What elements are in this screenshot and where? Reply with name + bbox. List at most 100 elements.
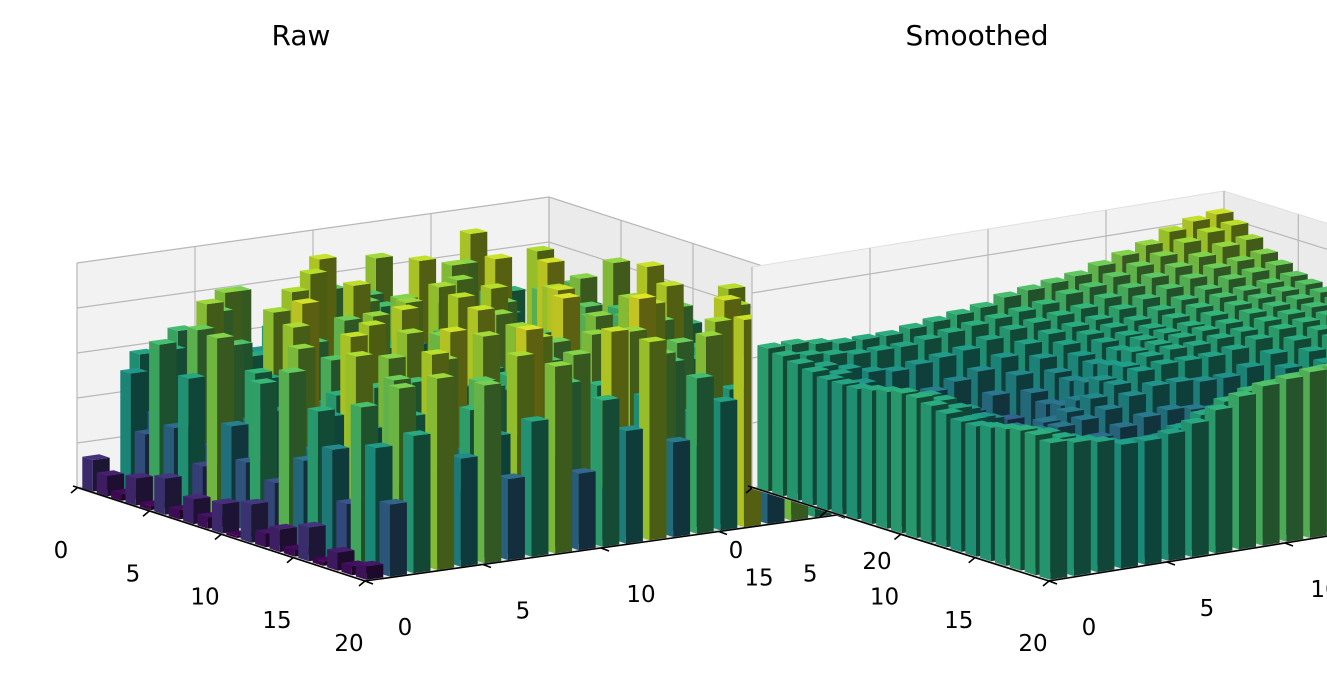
- bar: [709, 396, 738, 531]
- bar-front-face: [149, 341, 160, 503]
- bar-top-face: [1112, 361, 1140, 368]
- bar-top-face: [1277, 308, 1306, 315]
- bar-top-face: [1275, 373, 1304, 380]
- bar-top-face: [472, 331, 501, 337]
- bar-top-face: [1127, 365, 1155, 372]
- bar-top-face: [497, 473, 525, 480]
- bar-top-face: [781, 338, 809, 345]
- bar-top-face: [1005, 369, 1034, 376]
- bar-top-face: [1133, 435, 1162, 442]
- bar: [211, 498, 240, 534]
- bar-top-face: [298, 521, 326, 528]
- bar-top-face: [757, 342, 786, 349]
- bar-top-face: [1212, 372, 1241, 379]
- bar-right-face: [1239, 393, 1256, 550]
- bar-top-face: [1088, 374, 1117, 381]
- x-tick-label: 10: [190, 585, 219, 611]
- bar-right-face: [389, 502, 407, 577]
- bar-top-face: [446, 274, 475, 281]
- bar-top-face: [569, 273, 598, 279]
- bar-top-face: [96, 470, 125, 476]
- bar-top-face: [709, 396, 738, 403]
- bar-front-face: [1039, 440, 1051, 580]
- bar-top-face: [1031, 298, 1060, 305]
- bar-top-face: [480, 283, 509, 289]
- bar-top-face: [875, 329, 904, 336]
- bar-top-face: [825, 368, 854, 375]
- bar-top-face: [1165, 376, 1194, 383]
- subplot-raw: Raw 05101520051015200.00.20.40.60.81.0: [54, 19, 902, 657]
- bar-top-face: [333, 315, 362, 321]
- bar-front-face: [111, 490, 122, 501]
- bar-top-face: [1039, 437, 1068, 444]
- bar-front-face: [298, 524, 309, 562]
- bar-front-face: [891, 390, 902, 534]
- bar-top-face: [1221, 344, 1250, 351]
- bar-front-face: [355, 563, 367, 580]
- bar-top-face: [343, 280, 371, 286]
- bar-right-face: [1097, 439, 1115, 573]
- bar-top-face: [1200, 310, 1229, 317]
- x-tick-label: 5: [803, 561, 818, 587]
- bar-top-face: [1224, 299, 1252, 306]
- bar-top-face: [1228, 390, 1256, 397]
- bar-top-face: [1156, 404, 1185, 411]
- bar-top-face: [1170, 294, 1199, 301]
- bar-top-face: [1040, 277, 1069, 284]
- bar-top-face: [1271, 285, 1299, 292]
- bar-front-face: [341, 562, 352, 576]
- bar-top-face: [961, 319, 989, 326]
- bar-top-face: [1138, 322, 1167, 329]
- bar-top-face: [1044, 367, 1072, 374]
- bar-top-face: [1058, 375, 1087, 382]
- bar: [1299, 366, 1327, 538]
- bar-top-face: [857, 366, 886, 373]
- bar: [1063, 436, 1091, 576]
- bar-top-face: [831, 378, 860, 385]
- bar-top-face: [1173, 236, 1202, 243]
- bar-top-face: [969, 301, 998, 308]
- bar-top-face: [1268, 323, 1297, 330]
- bar: [497, 473, 525, 561]
- bar-top-face: [995, 423, 1023, 430]
- y-tick-label: 15: [744, 566, 773, 592]
- bar: [1086, 436, 1115, 573]
- bar-top-face: [1014, 338, 1042, 345]
- bar-top-face: [1076, 328, 1105, 335]
- bar-front-face: [905, 394, 917, 538]
- bar-top-face: [1135, 239, 1163, 246]
- x-tick-label: 15: [262, 608, 291, 634]
- y-tick-label: 10: [626, 582, 655, 608]
- bar-top-face: [1008, 305, 1036, 312]
- x-tick-label: 20: [1018, 631, 1047, 657]
- bar-front-face: [226, 532, 237, 538]
- bar-top-face: [426, 373, 455, 379]
- bars-raw: [82, 228, 832, 580]
- bar-top-face: [1035, 398, 1063, 405]
- bar-top-face: [327, 546, 355, 553]
- bar-top-face: [1108, 303, 1137, 310]
- bar-top-face: [568, 468, 596, 474]
- bar-top-face: [990, 351, 1019, 358]
- bar-top-face: [521, 416, 549, 422]
- bar-top-face: [1176, 320, 1205, 327]
- bar: [125, 472, 153, 506]
- bar-top-face: [467, 304, 495, 311]
- bar: [662, 436, 691, 537]
- bar-top-face: [1155, 283, 1184, 290]
- bar-top-face: [1241, 266, 1270, 273]
- bar-front-face: [965, 423, 976, 557]
- bar-top-face: [810, 360, 839, 367]
- bar-top-face: [828, 337, 856, 344]
- bar-front-face: [1009, 427, 1021, 571]
- bar-top-face: [1188, 251, 1216, 258]
- bar-right-face: [366, 564, 384, 580]
- bar-top-face: [1218, 273, 1246, 280]
- bar-top-face: [982, 389, 1010, 396]
- bar-front-face: [757, 345, 769, 492]
- bar-top-face: [1232, 284, 1261, 291]
- x-tick-mark: [819, 510, 827, 517]
- bar-top-face: [1061, 321, 1090, 328]
- bar-top-face: [1153, 327, 1181, 334]
- bar-top-face: [1286, 293, 1314, 300]
